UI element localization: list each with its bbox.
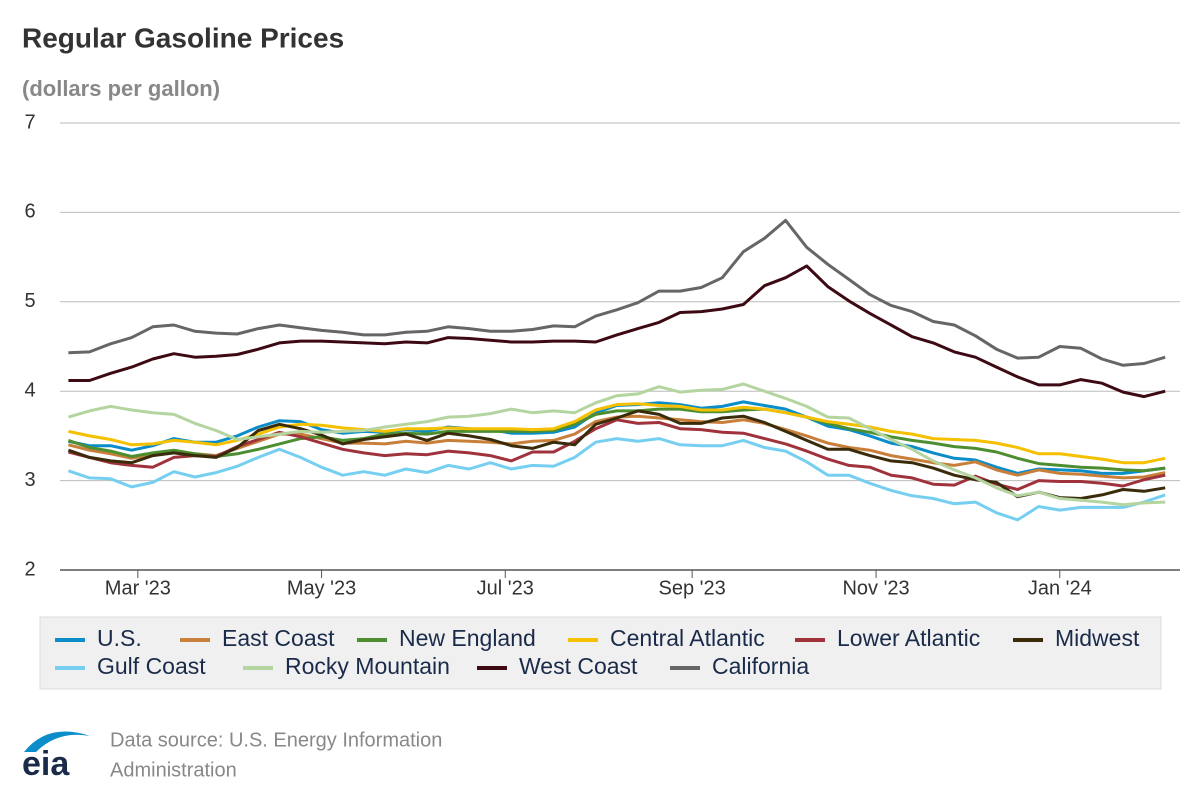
- legend-label: U.S.: [97, 625, 142, 651]
- y-tick-label: 2: [24, 558, 35, 580]
- legend-box: [39, 616, 1162, 690]
- legend-label: California: [712, 653, 809, 679]
- y-tick-label: 4: [24, 379, 35, 401]
- source-text: Administration: [110, 759, 237, 781]
- y-tick-label: 3: [24, 469, 35, 491]
- source-text: Data source: U.S. Energy Information: [110, 729, 442, 751]
- logo: eia: [22, 731, 90, 783]
- logo-text: eia: [22, 745, 70, 783]
- series-line: [67, 382, 1166, 507]
- legend-label: Central Atlantic: [610, 625, 765, 651]
- series-line: [68, 418, 1166, 491]
- chart-subtitle: (dollars per gallon): [22, 76, 220, 101]
- x-tick-label: May '23: [287, 577, 356, 599]
- legend-label: Gulf Coast: [97, 653, 206, 679]
- legend-label: Midwest: [1055, 625, 1140, 651]
- y-tick-label: 7: [24, 111, 35, 133]
- x-tick-label: Mar '23: [105, 577, 171, 599]
- series-line: [68, 218, 1166, 367]
- legend-label: New England: [399, 625, 536, 651]
- series-line: [67, 407, 1166, 473]
- x-tick-label: Nov '23: [842, 577, 909, 599]
- x-tick-label: Jul '23: [477, 577, 534, 599]
- legend-label: East Coast: [222, 625, 335, 651]
- series-line: [68, 264, 1166, 399]
- legend-label: West Coast: [519, 653, 638, 679]
- legend-label: Rocky Mountain: [285, 653, 450, 679]
- logo-arc: [24, 731, 90, 752]
- y-tick-label: 5: [24, 290, 35, 312]
- chart-title: Regular Gasoline Prices: [22, 22, 344, 53]
- series-line: [67, 437, 1166, 522]
- legend-label: Lower Atlantic: [837, 625, 980, 651]
- x-tick-label: Sep '23: [659, 577, 726, 599]
- y-tick-label: 6: [24, 201, 35, 223]
- x-tick-label: Jan '24: [1028, 577, 1092, 599]
